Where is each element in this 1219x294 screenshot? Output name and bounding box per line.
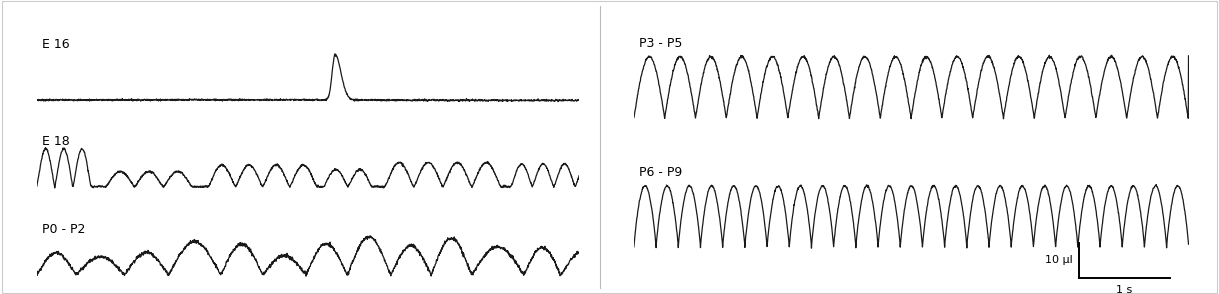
Text: E 18: E 18 [41,135,69,148]
Text: P6 - P9: P6 - P9 [640,166,683,179]
Text: 10 µl: 10 µl [1045,255,1073,265]
Text: 1 s: 1 s [1117,285,1132,294]
Text: E 16: E 16 [41,39,69,51]
Text: P0 - P2: P0 - P2 [41,223,85,236]
Text: P3 - P5: P3 - P5 [640,37,683,50]
